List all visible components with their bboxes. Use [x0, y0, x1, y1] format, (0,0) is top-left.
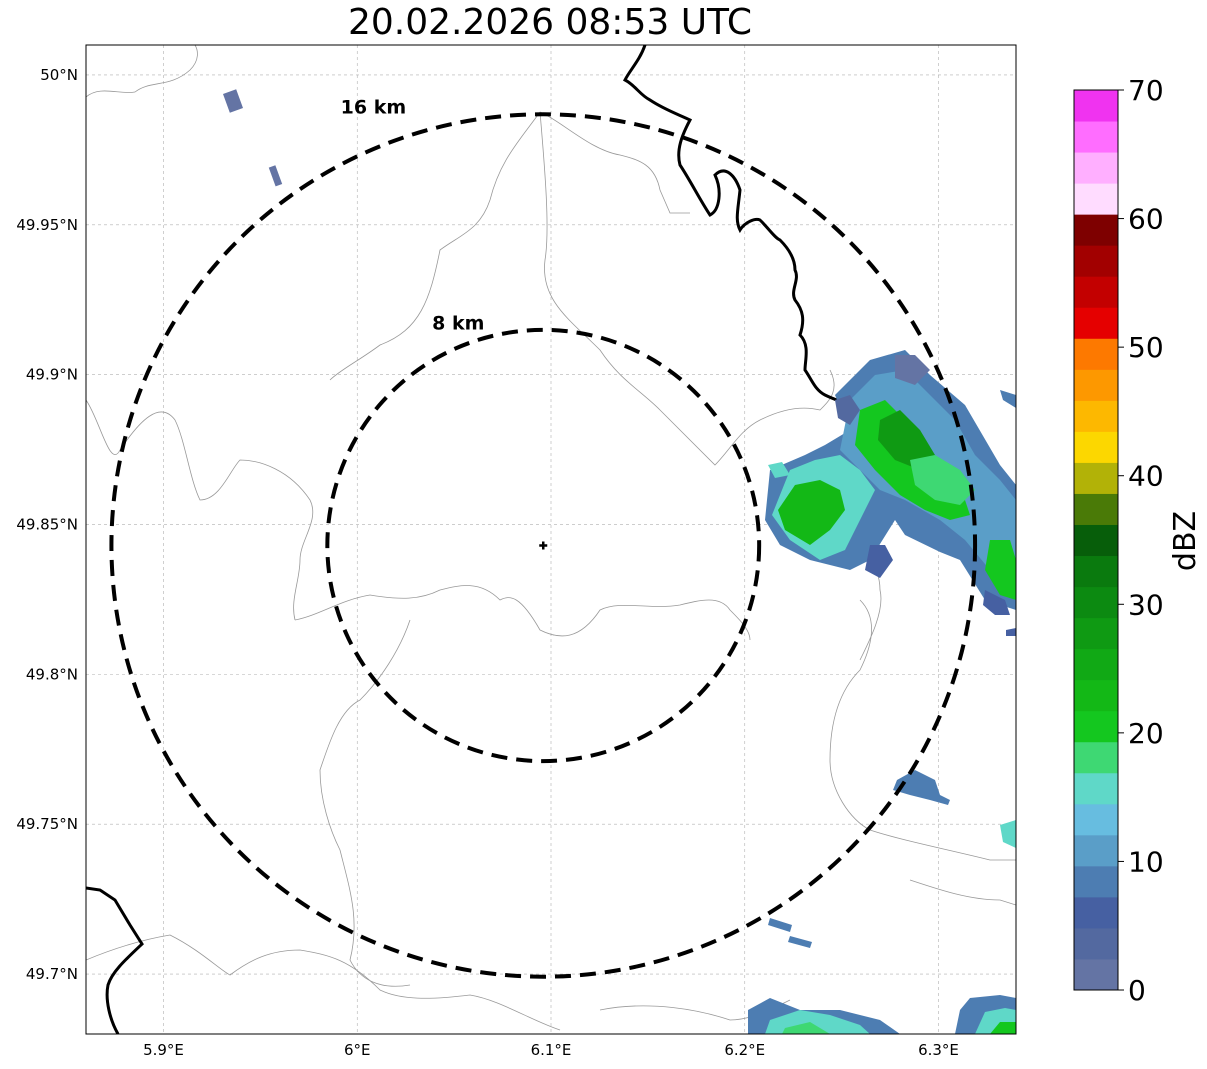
colorbar-segment — [1074, 617, 1118, 650]
colorbar-segment — [1074, 90, 1118, 122]
colorbar-segment — [1074, 958, 1118, 991]
colorbar-segment — [1074, 183, 1118, 215]
echo-cluster-east — [893, 770, 1016, 848]
colorbar-segment — [1074, 741, 1118, 774]
colorbar-segment — [1074, 369, 1118, 401]
range-ring — [109, 112, 978, 979]
colorbar-segment — [1074, 927, 1118, 960]
longitude-ticks: 5.9°E 6°E 6.1°E 6.2°E 6.3°E — [143, 1041, 959, 1059]
colorbar-segment — [1074, 555, 1118, 588]
lat-tick-label: 50°N — [40, 66, 78, 84]
range-ring-label: 8 km — [432, 313, 484, 335]
colorbar: 0 10 20 30 40 50 60 70 — [1073, 74, 1164, 1007]
colorbar-tick-label: 0 — [1128, 974, 1146, 1007]
colorbar-segment — [1074, 679, 1118, 712]
lat-tick-label: 49.75°N — [16, 815, 78, 833]
colorbar-segment — [1074, 524, 1118, 557]
range-ring — [325, 327, 762, 764]
colorbar-segment — [1074, 276, 1118, 308]
colorbar-segment — [1074, 896, 1118, 929]
lon-tick-label: 5.9°E — [143, 1041, 184, 1059]
colorbar-label: dBZ — [1168, 511, 1203, 571]
colorbar-tick-label: 50 — [1128, 331, 1164, 364]
latitude-ticks: 50°N 49.95°N 49.9°N 49.85°N 49.8°N 49.75°N 49.… — [16, 66, 78, 983]
lon-tick-label: 6.1°E — [531, 1041, 572, 1059]
colorbar-segment — [1074, 710, 1118, 743]
lat-tick-label: 49.9°N — [26, 366, 78, 384]
radar-center-marker — [539, 541, 548, 550]
colorbar-tick-label: 30 — [1128, 588, 1164, 621]
lat-tick-label: 49.95°N — [16, 216, 78, 234]
colorbar-segment — [1074, 400, 1118, 432]
colorbar-segment — [1074, 493, 1118, 525]
colorbar-tick-label: 40 — [1128, 460, 1164, 493]
colorbar-tick-label: 70 — [1128, 74, 1164, 107]
colorbar-frame — [1073, 89, 1119, 991]
lon-tick-label: 6.2°E — [724, 1041, 765, 1059]
map-frame — [85, 44, 1017, 1035]
lon-tick-label: 6°E — [344, 1041, 371, 1059]
lat-tick-label: 49.85°N — [16, 516, 78, 534]
colorbar-segment — [1074, 152, 1118, 184]
lon-tick-label: 6.3°E — [918, 1041, 959, 1059]
colorbar-tick-label: 20 — [1128, 717, 1164, 750]
colorbar-segment — [1074, 648, 1118, 681]
colorbar-tick-label: 10 — [1128, 845, 1164, 878]
colorbar-segment — [1074, 834, 1118, 867]
colorbar-segment — [1074, 214, 1118, 246]
colorbar-tick-label: 60 — [1128, 203, 1164, 236]
range-rings — [109, 112, 978, 979]
colorbar-segment — [1074, 121, 1118, 153]
map-title: 20.02.2026 08:53 UTC — [347, 2, 753, 43]
echo-cluster-northeast — [765, 350, 1016, 636]
colorbar-segment — [1074, 338, 1118, 370]
echo-cluster-south — [748, 918, 1016, 1034]
radar-echoes — [223, 89, 1016, 1034]
range-ring-label: 16 km — [341, 97, 407, 119]
colorbar-segment — [1074, 431, 1118, 463]
colorbar-segment — [1074, 586, 1118, 619]
colorbar-segment — [1074, 462, 1118, 494]
lat-tick-label: 49.7°N — [26, 965, 78, 983]
colorbar-segment — [1074, 307, 1118, 339]
colorbar-segment — [1074, 245, 1118, 277]
lat-tick-label: 49.8°N — [26, 665, 78, 683]
colorbar-segment — [1074, 865, 1118, 898]
colorbar-segment — [1074, 772, 1118, 805]
colorbar-segment — [1074, 803, 1118, 836]
